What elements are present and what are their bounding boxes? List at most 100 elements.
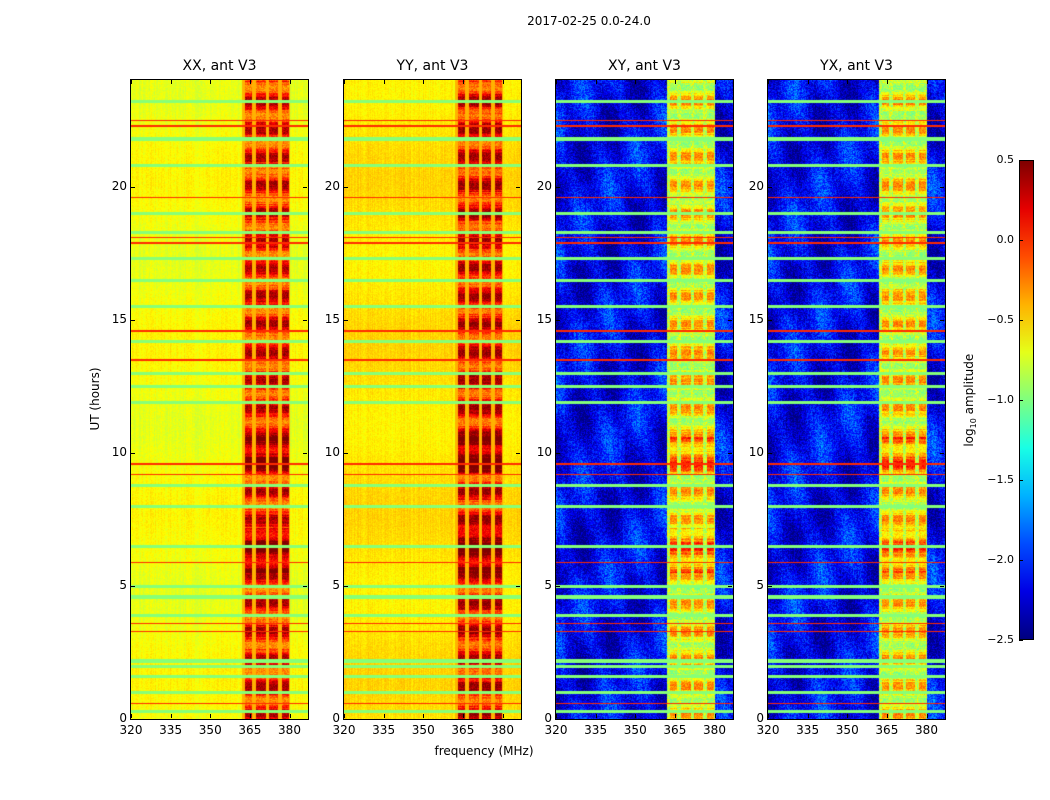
y-tick-label: 10 <box>324 444 340 459</box>
x-tick-label: 350 <box>835 723 859 737</box>
y-tick <box>940 186 944 188</box>
x-tick <box>674 714 676 718</box>
x-tick-label: 365 <box>238 723 262 737</box>
x-tick <box>847 714 849 718</box>
heatmap-image <box>344 80 521 719</box>
y-tick-label: 20 <box>536 178 552 193</box>
colorbar-label: log10 amplitude <box>961 353 979 447</box>
x-tick-label: 320 <box>119 723 143 737</box>
x-tick <box>423 714 425 718</box>
y-tick <box>728 719 732 720</box>
y-tick-label: 10 <box>111 444 127 459</box>
colorbar-tick-label: −2.0 <box>987 553 1014 566</box>
figure-title: 2017-02-25 0.0-24.0 <box>527 14 651 28</box>
y-tick <box>344 186 348 188</box>
y-tick <box>556 186 560 188</box>
y-tick-label: 0 <box>544 711 552 725</box>
colorbar-tick <box>1019 560 1023 561</box>
y-tick <box>131 585 135 587</box>
x-tick-label: 380 <box>278 723 301 737</box>
colorbar-tick <box>1019 480 1023 481</box>
y-tick-label: 0 <box>756 711 764 725</box>
x-tick-label: 350 <box>623 723 647 737</box>
colorbar-tick-label: −0.5 <box>987 313 1014 326</box>
x-tick <box>462 714 464 718</box>
colorbar-tick-label: −1.0 <box>987 393 1014 406</box>
x-tick <box>502 80 504 84</box>
x-tick <box>926 714 928 718</box>
x-tick <box>595 80 597 84</box>
x-tick-label: 350 <box>198 723 222 737</box>
y-tick <box>940 719 944 720</box>
y-tick-label: 15 <box>111 311 127 326</box>
y-tick <box>768 585 772 587</box>
x-tick <box>170 714 172 718</box>
axes-frame <box>130 79 309 720</box>
y-tick <box>728 452 732 454</box>
x-tick <box>289 80 291 84</box>
x-tick <box>249 80 251 84</box>
x-tick-label: 320 <box>756 723 780 737</box>
x-tick-label: 335 <box>584 723 608 737</box>
y-tick <box>131 319 135 321</box>
x-tick-label: 365 <box>451 723 475 737</box>
heatmap-image <box>556 80 733 719</box>
y-tick <box>556 452 560 454</box>
y-tick <box>516 585 520 587</box>
x-tick <box>886 714 888 718</box>
x-tick <box>714 714 716 718</box>
x-tick-label: 380 <box>703 723 726 737</box>
x-tick <box>768 714 769 718</box>
x-tick <box>289 714 291 718</box>
y-axis-label: UT (hours) <box>88 367 102 431</box>
y-tick <box>728 585 732 587</box>
y-tick <box>303 585 307 587</box>
x-tick <box>131 80 132 84</box>
x-tick-label: 335 <box>372 723 396 737</box>
y-tick <box>556 319 560 321</box>
x-tick <box>807 80 809 84</box>
y-tick <box>768 719 772 720</box>
panel-title: YY, ant V3 <box>396 58 469 74</box>
axes-frame <box>343 79 522 720</box>
y-tick <box>303 319 307 321</box>
axes-frame <box>555 79 734 720</box>
heatmap-panel-1: XX, ant V3 320 335 350 365 380 0 5 10 15 20 <box>112 58 309 737</box>
y-tick-label: 10 <box>536 444 552 459</box>
colorbar-tick <box>1019 160 1023 161</box>
y-tick <box>556 719 560 720</box>
x-tick <box>635 714 637 718</box>
x-tick <box>556 80 557 84</box>
y-tick <box>131 186 135 188</box>
y-tick-label: 5 <box>544 577 552 592</box>
x-tick-label: 365 <box>663 723 687 737</box>
x-tick <box>847 80 849 84</box>
y-tick <box>131 452 135 454</box>
heatmap-panel-4: YX, ant V3 320 335 350 365 380 0 5 10 15 20 <box>749 58 946 737</box>
x-tick-label: 380 <box>491 723 514 737</box>
y-tick <box>728 319 732 321</box>
x-tick <box>807 714 809 718</box>
x-tick <box>674 80 676 84</box>
x-tick <box>714 80 716 84</box>
y-tick <box>728 186 732 188</box>
colorbar-tick <box>1019 320 1023 321</box>
y-tick <box>516 719 520 720</box>
x-tick <box>556 714 557 718</box>
x-tick <box>423 80 425 84</box>
y-tick <box>303 186 307 188</box>
y-tick-label: 10 <box>748 444 764 459</box>
colorbar-tick <box>1019 400 1023 401</box>
y-tick-label: 0 <box>119 711 127 725</box>
heatmap-panel-2: YY, ant V3 320 335 350 365 380 0 5 10 15 20 <box>325 58 522 737</box>
x-tick <box>635 80 637 84</box>
y-tick <box>344 719 348 720</box>
y-tick-label: 15 <box>748 311 764 326</box>
y-tick <box>131 719 135 720</box>
x-tick <box>344 714 345 718</box>
panel-title: XX, ant V3 <box>182 58 257 74</box>
x-tick <box>502 714 504 718</box>
y-tick-label: 5 <box>756 577 764 592</box>
y-tick <box>768 452 772 454</box>
panel-title: YX, ant V3 <box>820 58 893 74</box>
